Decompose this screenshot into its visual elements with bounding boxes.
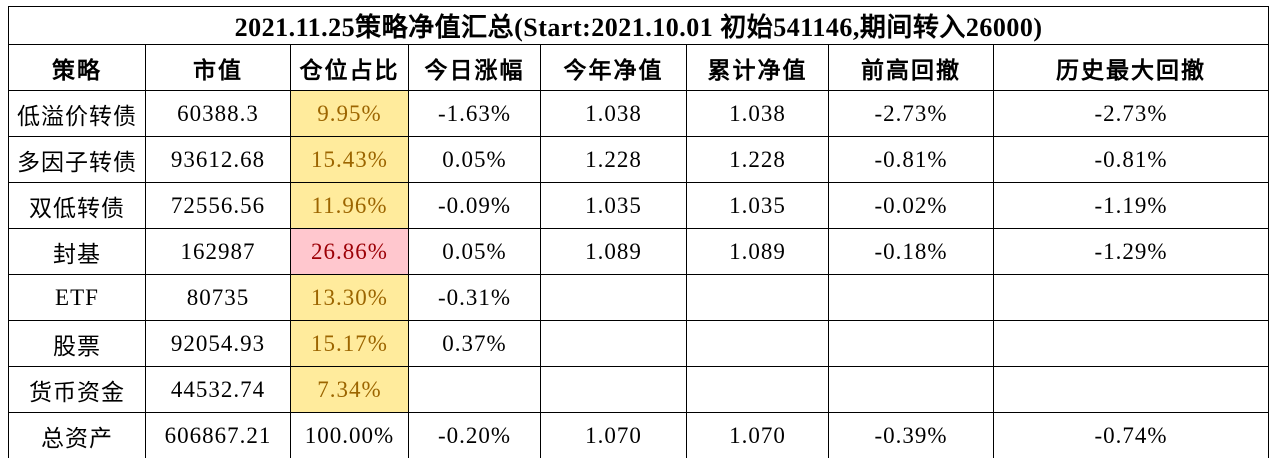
column-header-historical_max_drawdown[interactable]: 历史最大回撤	[992, 44, 1270, 91]
cell-position_pct[interactable]: 100.00%	[290, 412, 409, 458]
cell-cumulative_nav[interactable]: 1.038	[686, 90, 829, 137]
cell-market_value[interactable]: 92054.93	[145, 320, 291, 367]
cell-strategy[interactable]: 低溢价转债	[8, 90, 146, 137]
cell-drawdown_from_high[interactable]: -2.73%	[828, 90, 994, 137]
cell-drawdown_from_high[interactable]: -0.02%	[828, 182, 994, 229]
cell-today_change[interactable]: 0.05%	[408, 136, 541, 183]
cell-today_change[interactable]: -0.09%	[408, 182, 541, 229]
cell-cumulative_nav[interactable]	[686, 366, 829, 413]
cell-ytd_nav[interactable]: 1.070	[540, 412, 687, 458]
cell-drawdown_from_high[interactable]: -0.81%	[828, 136, 994, 183]
cell-market_value[interactable]: 606867.21	[145, 412, 291, 458]
cell-cumulative_nav[interactable]	[686, 274, 829, 321]
cell-today_change[interactable]: -0.31%	[408, 274, 541, 321]
table-row: ETF 80735 13.30% -0.31%	[8, 274, 1270, 321]
table-row: 多因子转债 93612.68 15.43% 0.05% 1.228 1.228 -0.81%…	[8, 136, 1270, 183]
cell-position_pct[interactable]: 9.95%	[290, 90, 409, 137]
column-header-cumulative_nav[interactable]: 累计净值	[686, 44, 829, 91]
strategy-nav-summary-table: 2021.11.25策略净值汇总(Start:2021.10.01 初始5411…	[7, 6, 1270, 458]
cell-ytd_nav[interactable]	[540, 320, 687, 367]
cell-strategy[interactable]: 股票	[8, 320, 146, 367]
column-header-drawdown_from_high[interactable]: 前高回撤	[828, 44, 994, 91]
table-row: 总资产 606867.21 100.00% -0.20% 1.070 1.070 -0.39…	[8, 412, 1270, 458]
cell-market_value[interactable]: 162987	[145, 228, 291, 275]
cell-ytd_nav[interactable]: 1.038	[540, 90, 687, 137]
cell-market_value[interactable]: 44532.74	[145, 366, 291, 413]
table-body: 低溢价转债 60388.3 9.95% -1.63% 1.038 1.038 -2.73% -…	[8, 90, 1270, 458]
cell-position_pct[interactable]: 26.86%	[290, 228, 409, 275]
cell-ytd_nav[interactable]	[540, 366, 687, 413]
cell-strategy[interactable]: 总资产	[8, 412, 146, 458]
cell-today_change[interactable]: -1.63%	[408, 90, 541, 137]
cell-today_change[interactable]: 0.37%	[408, 320, 541, 367]
cell-strategy[interactable]: ETF	[8, 274, 146, 321]
strategy-nav-summary-sheet: 2021.11.25策略净值汇总(Start:2021.10.01 初始5411…	[7, 6, 1270, 458]
cell-cumulative_nav[interactable]	[686, 320, 829, 367]
table-title: 2021.11.25策略净值汇总(Start:2021.10.01 初始5411…	[7, 6, 1270, 45]
cell-cumulative_nav[interactable]: 1.089	[686, 228, 829, 275]
title-row: 2021.11.25策略净值汇总(Start:2021.10.01 初始5411…	[7, 6, 1270, 45]
cell-cumulative_nav[interactable]: 1.070	[686, 412, 829, 458]
cell-today_change[interactable]	[408, 366, 541, 413]
cell-ytd_nav[interactable]: 1.089	[540, 228, 687, 275]
cell-strategy[interactable]: 货币资金	[8, 366, 146, 413]
cell-drawdown_from_high[interactable]: -0.18%	[828, 228, 994, 275]
column-header-market_value[interactable]: 市值	[145, 44, 291, 91]
column-header-today_change[interactable]: 今日涨幅	[408, 44, 541, 91]
column-header-ytd_nav[interactable]: 今年净值	[540, 44, 687, 91]
cell-market_value[interactable]: 60388.3	[145, 90, 291, 137]
column-header-position_pct[interactable]: 仓位占比	[290, 44, 409, 91]
cell-ytd_nav[interactable]	[540, 274, 687, 321]
cell-position_pct[interactable]: 7.34%	[290, 366, 409, 413]
column-header-strategy[interactable]: 策略	[8, 44, 146, 91]
cell-historical_max_drawdown[interactable]	[992, 320, 1270, 367]
cell-drawdown_from_high[interactable]	[828, 320, 994, 367]
cell-strategy[interactable]: 封基	[8, 228, 146, 275]
cell-ytd_nav[interactable]: 1.228	[540, 136, 687, 183]
cell-position_pct[interactable]: 13.30%	[290, 274, 409, 321]
cell-historical_max_drawdown[interactable]: -0.74%	[992, 412, 1270, 458]
cell-drawdown_from_high[interactable]	[828, 274, 994, 321]
cell-drawdown_from_high[interactable]	[828, 366, 994, 413]
cell-historical_max_drawdown[interactable]: -2.73%	[992, 90, 1270, 137]
cell-strategy[interactable]: 多因子转债	[8, 136, 146, 183]
cell-historical_max_drawdown[interactable]: -1.19%	[992, 182, 1270, 229]
cell-historical_max_drawdown[interactable]: -1.29%	[992, 228, 1270, 275]
cell-position_pct[interactable]: 11.96%	[290, 182, 409, 229]
cell-position_pct[interactable]: 15.43%	[290, 136, 409, 183]
table-row: 封基 162987 26.86% 0.05% 1.089 1.089 -0.18% -1.29…	[8, 228, 1270, 275]
cell-historical_max_drawdown[interactable]: -0.81%	[992, 136, 1270, 183]
cell-cumulative_nav[interactable]: 1.228	[686, 136, 829, 183]
cell-historical_max_drawdown[interactable]	[992, 274, 1270, 321]
cell-drawdown_from_high[interactable]: -0.39%	[828, 412, 994, 458]
cell-market_value[interactable]: 72556.56	[145, 182, 291, 229]
cell-cumulative_nav[interactable]: 1.035	[686, 182, 829, 229]
table-row: 低溢价转债 60388.3 9.95% -1.63% 1.038 1.038 -2.73% -…	[8, 90, 1270, 137]
cell-today_change[interactable]: 0.05%	[408, 228, 541, 275]
header-row: 策略 市值 仓位占比 今日涨幅 今年净值 累计净值 前高回撤 历史最大回撤	[8, 44, 1270, 91]
cell-historical_max_drawdown[interactable]	[992, 366, 1270, 413]
table-row: 货币资金 44532.74 7.34%	[8, 366, 1270, 413]
cell-today_change[interactable]: -0.20%	[408, 412, 541, 458]
cell-position_pct[interactable]: 15.17%	[290, 320, 409, 367]
cell-ytd_nav[interactable]: 1.035	[540, 182, 687, 229]
table-row: 双低转债 72556.56 11.96% -0.09% 1.035 1.035 -0.02%…	[8, 182, 1270, 229]
cell-strategy[interactable]: 双低转债	[8, 182, 146, 229]
table-row: 股票 92054.93 15.17% 0.37%	[8, 320, 1270, 367]
cell-market_value[interactable]: 80735	[145, 274, 291, 321]
cell-market_value[interactable]: 93612.68	[145, 136, 291, 183]
